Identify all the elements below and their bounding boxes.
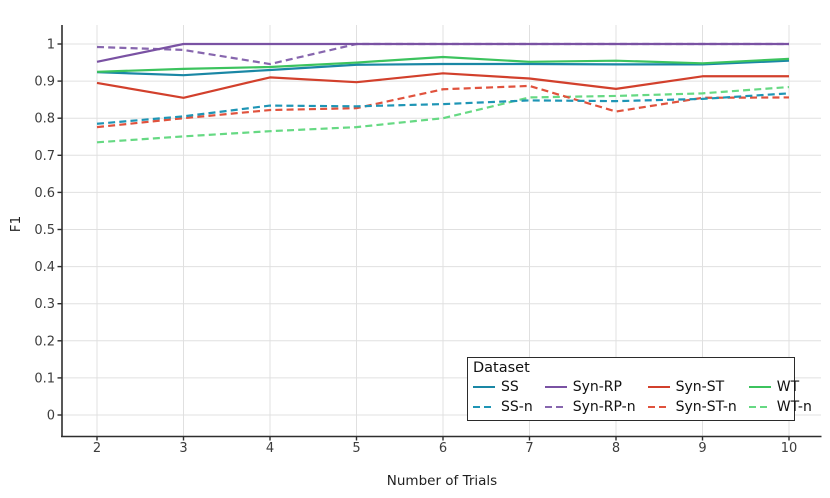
y-tick-label: 0.5 xyxy=(34,223,55,238)
x-tick-label: 3 xyxy=(179,441,187,456)
legend-swatch-dashed xyxy=(647,405,670,409)
series-line-Syn-RP xyxy=(96,42,789,63)
legend-title: Dataset xyxy=(473,360,530,376)
y-tick-label: 0.3 xyxy=(34,297,55,312)
legend-swatch-dashed xyxy=(544,405,567,409)
ticks: 0 0.1 0.2 0.3 0.4 0.5 0.6 0.7 0.8 0.9 1 2 3 4 5 6 7 8 9 10 xyxy=(34,38,797,457)
legend-label: Syn-ST xyxy=(675,379,725,395)
series-line-SS xyxy=(96,59,790,77)
x-axis-label: Number of Trials xyxy=(386,473,498,489)
legend-swatch-solid xyxy=(647,385,670,389)
x-tick-label: 2 xyxy=(93,441,101,456)
legend-label: Syn-RP xyxy=(572,379,622,395)
x-tick-label: 6 xyxy=(439,441,447,456)
series-line-Syn-ST-n xyxy=(96,84,790,129)
y-tick-label: 1 xyxy=(47,38,55,53)
x-tick-label: 7 xyxy=(525,441,533,456)
y-tick-label: 0.6 xyxy=(34,186,55,201)
legend: Dataset SS SS-n Syn-RP Syn-RP-n Syn-ST Syn-ST… xyxy=(467,357,812,421)
legend-label: Syn-RP-n xyxy=(572,399,636,415)
legend-label: SS-n xyxy=(501,399,533,415)
x-tick-label: 4 xyxy=(266,441,274,456)
legend-entry-Syn-ST-n: Syn-ST-n xyxy=(647,399,737,415)
legend-label: Syn-ST-n xyxy=(675,399,737,415)
series-line-WT-n xyxy=(96,85,790,144)
legend-swatch-solid xyxy=(544,385,567,389)
legend-label: WT xyxy=(776,379,800,395)
x-tick-label: 8 xyxy=(612,441,620,456)
legend-label: WT-n xyxy=(776,399,812,415)
legend-grid: SS SS-n Syn-RP Syn-RP-n Syn-ST Syn-ST-n WT WT-n xyxy=(473,377,812,417)
axes xyxy=(61,25,822,438)
series-line-WT xyxy=(96,55,790,73)
legend-entry-Syn-RP-n: Syn-RP-n xyxy=(544,399,636,415)
series-line-Syn-ST xyxy=(96,72,789,99)
x-tick-label: 10 xyxy=(781,441,798,456)
y-tick-label: 0 xyxy=(47,409,55,424)
series-lines xyxy=(96,42,790,144)
y-axis-label: F1 xyxy=(8,215,24,233)
y-tick-label: 0.7 xyxy=(34,149,55,164)
legend-swatch-solid xyxy=(748,385,771,389)
x-tick-label: 5 xyxy=(352,441,360,456)
legend-entry-SS: SS xyxy=(473,379,533,395)
series-line-SS-n xyxy=(96,92,790,125)
legend-entry-WT-n: WT-n xyxy=(748,399,812,415)
y-tick-label: 0.8 xyxy=(34,112,55,127)
gridlines xyxy=(62,25,821,436)
legend-swatch-dashed xyxy=(748,405,771,409)
y-tick-label: 0.4 xyxy=(34,260,55,275)
legend-swatch-dashed xyxy=(473,405,495,409)
legend-entry-Syn-RP: Syn-RP xyxy=(544,379,636,395)
legend-label: SS xyxy=(501,379,519,395)
legend-entry-SS-n: SS-n xyxy=(473,399,533,415)
legend-entry-Syn-ST: Syn-ST xyxy=(647,379,737,395)
x-tick-label: 9 xyxy=(698,441,706,456)
legend-swatch-solid xyxy=(473,385,495,389)
legend-entry-WT: WT xyxy=(748,379,812,395)
y-tick-label: 0.9 xyxy=(34,75,55,90)
y-tick-label: 0.2 xyxy=(34,334,55,349)
y-tick-label: 0.1 xyxy=(34,371,55,386)
